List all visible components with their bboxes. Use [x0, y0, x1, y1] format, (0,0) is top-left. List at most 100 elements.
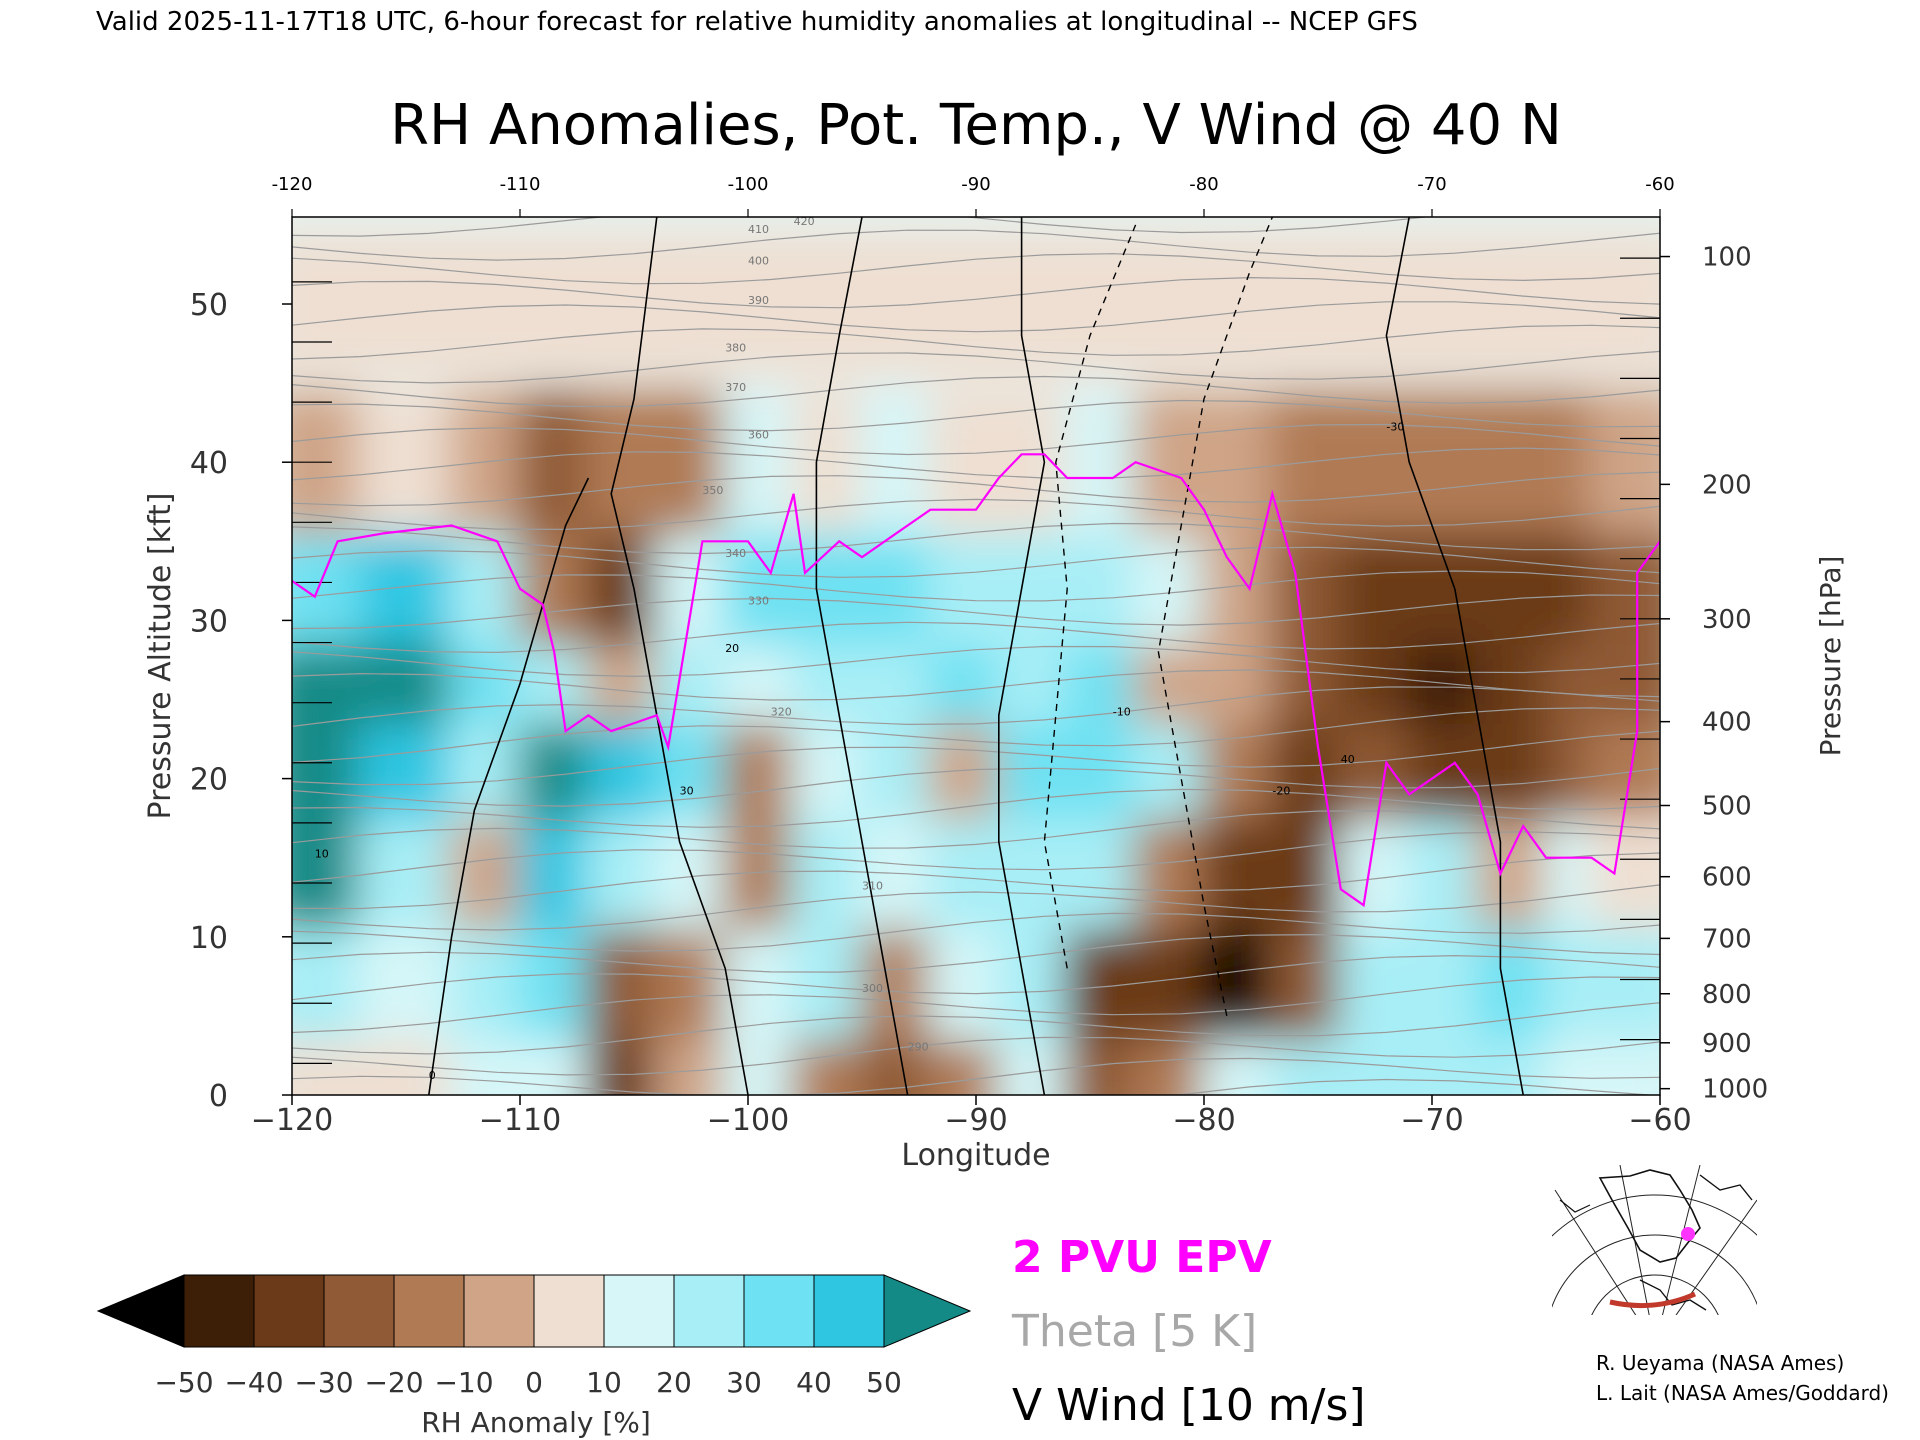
contour-labels: 2903003103203303403503603703803904004104… — [315, 215, 1405, 1082]
v-wind-dashed-contour — [1157, 217, 1274, 1017]
theta-contour-label: 380 — [725, 341, 746, 354]
v-wind-contours — [292, 217, 1660, 1095]
colorbar-bin — [323, 1274, 395, 1348]
theta-contour-label: 370 — [725, 381, 746, 394]
legend-epv: 2 PVU EPV — [1012, 1232, 1272, 1283]
theta-contour-label: 400 — [748, 254, 769, 267]
rh-anomaly-field — [292, 232, 1660, 1095]
x-top-tick-label: -60 — [1645, 174, 1674, 195]
colorbar-tick-label: −20 — [364, 1366, 423, 1399]
x-tick-label: −90 — [944, 1103, 1007, 1138]
pressure-tick-label: 400 — [1702, 708, 1752, 738]
map-meridian — [1619, 1165, 1650, 1315]
colorbar-tick-label: −40 — [224, 1366, 283, 1399]
theta-contour-label: 320 — [771, 705, 792, 718]
x-axis-label: Longitude — [901, 1138, 1050, 1173]
inset-map — [1552, 1165, 1757, 1315]
theta-contour-line — [292, 912, 1660, 952]
rh-cell — [358, 232, 454, 377]
rh-cell — [1589, 232, 1660, 377]
x-tick-label: −120 — [251, 1103, 333, 1138]
x-top-tick-label: -100 — [728, 174, 769, 195]
colorbar-tick-label: −50 — [154, 1366, 213, 1399]
v-wind-solid-contour — [610, 217, 749, 1095]
map-latitude-circle — [1552, 1194, 1757, 1237]
x-tick-label: −60 — [1628, 1103, 1691, 1138]
colorbar-bin — [603, 1274, 675, 1348]
theta-contour-line — [292, 645, 1660, 678]
theta-contour-label: 290 — [908, 1041, 929, 1054]
theta-contour-label: 350 — [702, 484, 723, 497]
wind-contour-label: 30 — [680, 784, 694, 797]
pressure-tick-label: 300 — [1702, 605, 1752, 635]
theta-contour-line — [292, 423, 1660, 456]
map-meridian — [1675, 1199, 1757, 1315]
colorbar-bin — [743, 1274, 815, 1348]
x-axis-bottom: −120 −110 −100 −90 −80 −70 −60 — [251, 1095, 1692, 1138]
theta-contour-label: 360 — [748, 428, 769, 441]
pressure-tick-label: 600 — [1702, 863, 1752, 893]
map-coastline — [1559, 1199, 1591, 1213]
rh-cell — [358, 390, 454, 535]
colorbar-bin — [533, 1274, 605, 1348]
colorbar-bin — [253, 1274, 325, 1348]
v-wind-solid-contour — [1385, 217, 1524, 1095]
theta-contour-line — [292, 301, 1660, 333]
x-top-tick-label: -90 — [961, 174, 990, 195]
v-wind-dashed-contour — [1043, 224, 1137, 969]
map-latitude-circle — [1591, 1274, 1719, 1315]
legend-vwind: V Wind [10 m/s] — [1012, 1380, 1366, 1431]
theta-contour-label: 310 — [862, 879, 883, 892]
theta-contour-label: 420 — [794, 215, 815, 228]
v-wind-solid-contour — [998, 217, 1046, 1095]
colorbar-tick-label: 20 — [656, 1366, 692, 1399]
theta-contour-line — [292, 1057, 1660, 1095]
theta-contour-line — [292, 546, 1660, 578]
theta-contour-label: 410 — [748, 223, 769, 236]
credit-line-2: L. Lait (NASA Ames/Goddard) — [1596, 1381, 1889, 1405]
colorbar — [96, 1274, 972, 1348]
theta-contour-line — [292, 399, 1660, 432]
colorbar-tick-label: 30 — [726, 1366, 762, 1399]
x-top-tick-label: -110 — [500, 174, 541, 195]
theta-contour-line — [292, 810, 1660, 849]
wind-contour-label: 40 — [1341, 753, 1355, 766]
legend-theta: Theta [5 K] — [1011, 1306, 1257, 1357]
colorbar-tick-label: 40 — [796, 1366, 832, 1399]
rh-cell — [292, 232, 363, 377]
y-tick-label: 20 — [190, 763, 228, 798]
pressure-tick-label: 200 — [1702, 470, 1752, 500]
theta-contour-line — [292, 375, 1660, 408]
y-axis-right: 100 200 300 400 500 600 700 800 900 1000 — [1660, 243, 1768, 1105]
theta-contour-line — [292, 229, 1660, 261]
y-tick-label: 50 — [190, 288, 228, 323]
map-coastline — [1699, 1174, 1753, 1201]
wind-contour-label: 20 — [725, 642, 739, 655]
legend: 2 PVU EPV Theta [5 K] V Wind [10 m/s] — [1011, 1232, 1366, 1431]
theta-contour-line — [292, 276, 1660, 309]
theta-contour-line — [292, 471, 1660, 507]
x-top-tick-label: -120 — [272, 174, 313, 195]
x-top-tick-label: -70 — [1417, 174, 1446, 195]
colorbar-under-triangle — [96, 1274, 185, 1348]
colorbar-label: RH Anomaly [%] — [421, 1406, 651, 1439]
map-coastline — [1639, 1279, 1707, 1311]
colorbar-tick-label: 0 — [525, 1366, 543, 1399]
credit-line-1: R. Ueyama (NASA Ames) — [1596, 1351, 1844, 1375]
pressure-tick-label: 900 — [1702, 1029, 1752, 1059]
map-cross-section-line — [1609, 1291, 1697, 1309]
pressure-tick-label: 800 — [1702, 980, 1752, 1010]
theta-contour-line — [292, 884, 1660, 931]
epv-2pvu-line — [292, 453, 1660, 908]
theta-contour-line — [292, 253, 1660, 285]
theta-contour-line — [292, 707, 1660, 763]
y2-axis-label: Pressure [hPa] — [1814, 556, 1847, 757]
theta-contour-line — [292, 686, 1660, 727]
theta-contour-line — [292, 767, 1660, 807]
pressure-tick-label: 100 — [1702, 243, 1752, 273]
map-latitude-circle — [1552, 1234, 1757, 1308]
pressure-tick-label: 700 — [1702, 924, 1752, 954]
theta-contour-line — [292, 669, 1660, 701]
theta-contour-line — [292, 522, 1660, 555]
theta-contour-line — [292, 852, 1660, 910]
